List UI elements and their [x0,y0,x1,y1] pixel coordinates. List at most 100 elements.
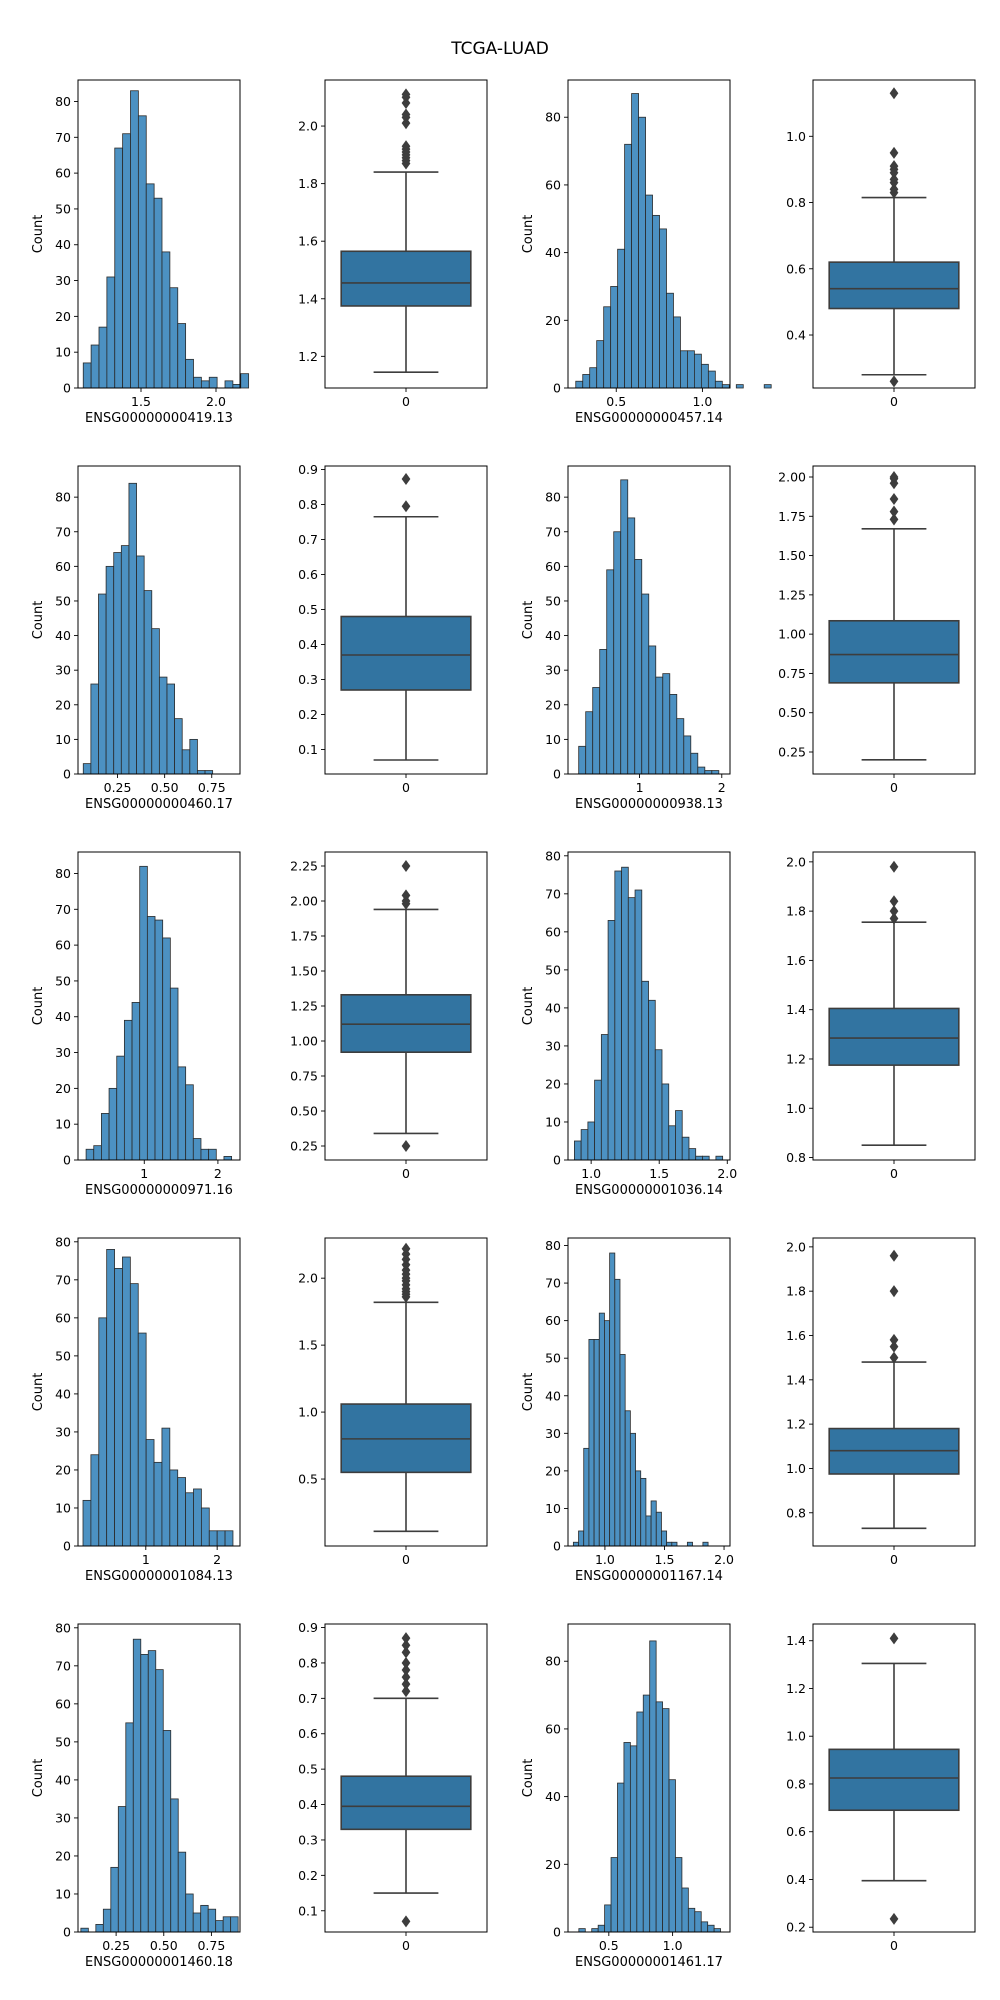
x-tick-label: 2 [214,1166,222,1181]
histogram-bar [128,482,137,775]
box-iqr [828,261,960,310]
histogram-bar [629,1745,638,1933]
x-tick-label: 0 [402,1552,410,1567]
y-tick-label: 20 [55,697,71,712]
histogram-bar [687,350,695,389]
histogram-bar [208,376,218,389]
axes-frame [567,1237,731,1547]
outlier-point [401,1139,411,1153]
histogram-bar [197,770,206,775]
y-tick-label: 10 [55,1886,71,1901]
boxplot-panel-16: 0 0.8 1.0 1.2 1.4 1.6 1.8 2.0 [786,1237,976,1567]
x-tick-label: 0.5 [606,394,626,409]
histogram-bar [82,362,92,389]
y-tick-label: 1.0 [786,129,806,144]
y-tick-label: 1.6 [786,1328,806,1343]
y-axis-label: Count [521,215,536,254]
histogram-bar [113,552,122,775]
x-tick-label: 0.75 [197,1938,225,1953]
outlier-point [401,859,411,873]
histogram-bar [137,1332,147,1547]
y-tick-label: 0.6 [786,1824,806,1839]
histogram-bar [151,628,160,775]
y-tick-label: 0 [63,1153,71,1168]
histogram-bar [132,1638,142,1933]
histogram-bar [715,1155,724,1161]
histogram-bar [93,1145,102,1161]
y-tick-label: 1.5 [298,1338,318,1353]
histogram-bar [610,1857,618,1933]
histogram-bar [177,1477,187,1547]
y-tick-label: 30 [55,1045,71,1060]
box-iqr [340,615,472,691]
histogram-bar [683,735,692,775]
x-tick-label: 1.5 [131,394,151,409]
histogram-bar [82,1499,92,1547]
histogram-bar [200,1507,210,1547]
y-tick-label: 0 [553,1153,561,1168]
outlier-point [889,492,899,506]
histogram-bar [700,1921,709,1933]
histogram-panel-9: 1 201020304050607080ENSG00000000971.16Cou… [31,851,241,1198]
y-tick-label: 70 [55,130,71,145]
outlier-point [401,1685,411,1698]
x-tick-label: 0.50 [151,780,179,795]
y-axis-label: Count [521,1759,536,1798]
axes-frame [812,851,976,1161]
y-tick-label: 40 [545,628,561,643]
subplot-grid: 1.5 2.001020304050607080ENSG00000000419.1… [31,79,976,1970]
y-tick-label: 0.8 [298,497,318,512]
histogram-bar [598,1312,605,1547]
y-tick-label: 60 [545,1721,561,1736]
outlier-point [889,1249,899,1262]
histogram-bar [662,673,671,775]
histogram-bar [120,545,130,775]
y-tick-label: 1.4 [786,1002,806,1017]
histogram-bar [596,340,605,389]
histogram-bar [146,916,156,1161]
y-tick-label: 60 [545,924,561,939]
outlier-point [401,1632,411,1645]
outlier-point [401,1671,411,1684]
histogram-bar [597,1924,606,1933]
x-tick-label: 0 [402,1166,410,1181]
outlier-point [889,1912,899,1925]
y-tick-label: 20 [545,697,561,712]
y-tick-label: 40 [55,1009,71,1024]
y-tick-label: 80 [545,110,561,125]
y-tick-label: 10 [545,732,561,747]
y-tick-label: 50 [545,1351,561,1366]
y-tick-label: 80 [55,490,71,505]
histogram-bar [230,1916,239,1933]
y-tick-label: 2.00 [290,894,318,909]
histogram-bar [627,517,636,775]
y-tick-label: 60 [55,166,71,181]
outlier-point [401,1242,411,1255]
histogram-bar [589,367,598,389]
x-tick-label: 0 [402,780,410,795]
histogram-bar [588,1339,595,1547]
y-tick-label: 20 [545,1857,561,1872]
y-tick-label: 0.5 [298,1472,318,1487]
histogram-bar [204,770,214,775]
y-tick-label: 0 [553,767,561,782]
histogram-bar [650,1500,657,1547]
y-tick-label: 10 [55,1117,71,1132]
histogram-bar [222,1916,232,1933]
y-tick-label: 50 [545,962,561,977]
histogram-bar [629,1432,636,1547]
axes-frame [567,79,731,389]
y-tick-label: 60 [55,1696,71,1711]
y-tick-label: 30 [55,1424,71,1439]
y-tick-label: 0 [63,381,71,396]
y-tick-label: 1.4 [786,1633,806,1648]
histogram-bar [185,1893,194,1933]
histogram-bar [603,306,612,389]
y-tick-label: 60 [55,559,71,574]
boxplot-panel-8: 0 0.25 0.50 0.75 1.00 1.25 1.50 1.75 2.00 [778,465,976,795]
histogram-bar [592,687,601,775]
y-tick-label: 0.6 [298,567,318,582]
y-tick-label: 10 [55,732,71,747]
x-tick-label: 0 [890,780,898,795]
y-tick-label: 0.50 [290,1104,318,1119]
